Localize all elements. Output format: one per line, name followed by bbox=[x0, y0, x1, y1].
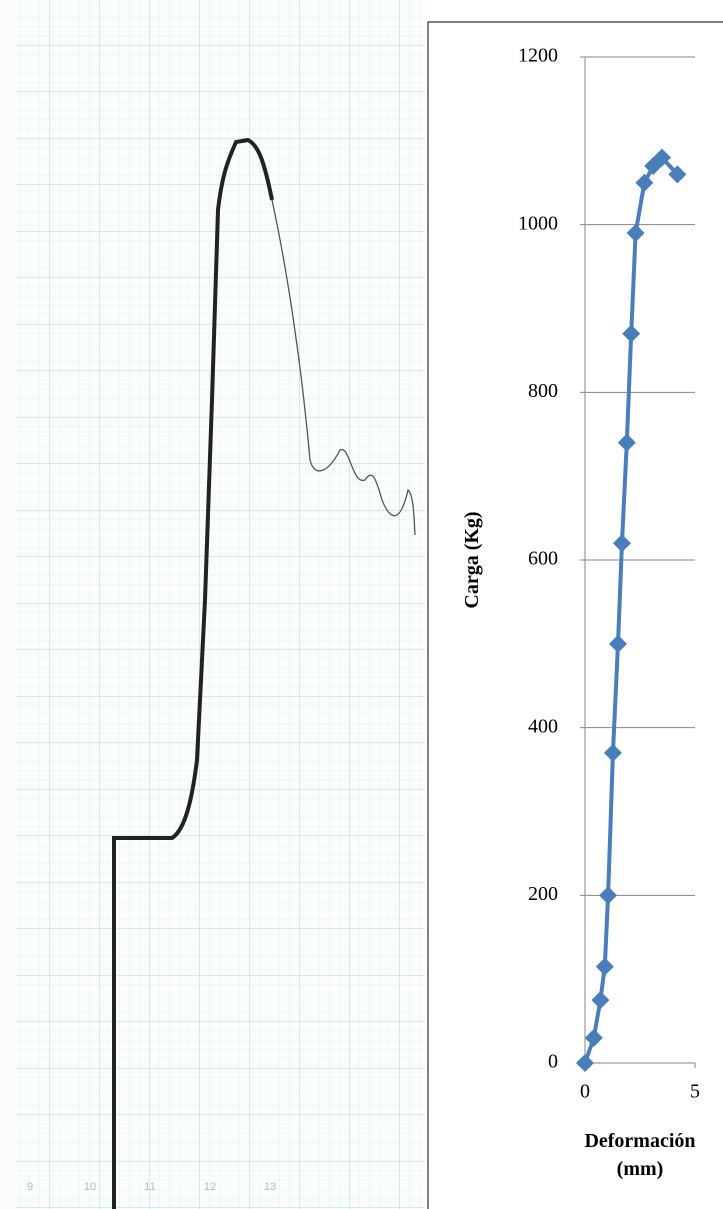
x-axis-title: Deformación (mm) bbox=[580, 1127, 700, 1183]
y-tick-label: 400 bbox=[528, 715, 558, 737]
x-tick-label: 0 bbox=[580, 1081, 590, 1103]
y-tick-label: 1200 bbox=[518, 45, 558, 67]
scan-label: 9 bbox=[27, 1181, 33, 1193]
y-tick-label: 600 bbox=[528, 548, 558, 570]
x-tick-label: 5 bbox=[690, 1081, 700, 1103]
y-tick-label: 800 bbox=[528, 380, 558, 402]
scan-label: 12 bbox=[204, 1181, 216, 1193]
y-tick-label: 200 bbox=[528, 883, 558, 905]
scan-label: 11 bbox=[144, 1181, 155, 1193]
y-axis-title: Carga (Kg) bbox=[461, 511, 483, 608]
scan-grid bbox=[15, 0, 425, 1209]
scan-label: 13 bbox=[264, 1181, 276, 1193]
y-tick-label: 0 bbox=[548, 1051, 558, 1073]
chart-frame bbox=[428, 22, 723, 1209]
scan-label: 10 bbox=[84, 1181, 96, 1193]
y-tick-label: 1000 bbox=[518, 212, 558, 234]
page: Carga (Kg) 9 10 11 12 13 0 200 400 600 800 1000 120… bbox=[0, 0, 723, 1209]
figure: Carga (Kg) 9 10 11 12 13 0 200 400 600 800 1000 120… bbox=[0, 0, 723, 1209]
